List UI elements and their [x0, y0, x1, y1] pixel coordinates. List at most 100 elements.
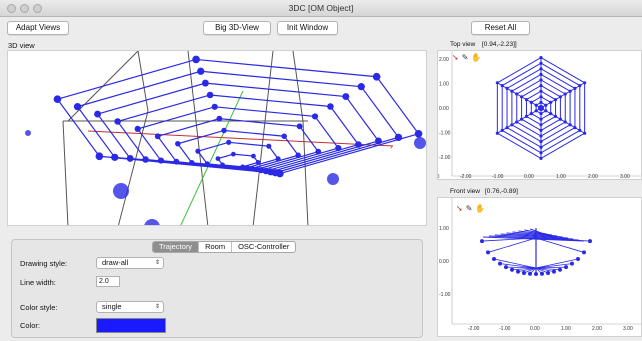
front-view-fan-line [535, 237, 591, 242]
x-tick-label: 3.00 [620, 174, 630, 180]
big-3d-view-button[interactable]: Big 3D-View [203, 21, 271, 35]
tab-box: Trajectory Room OSC-Controller Drawing s… [11, 239, 423, 338]
toolbar: Adapt Views Big 3D-View Init Window Rese… [0, 17, 642, 38]
trajectory-point [192, 55, 200, 64]
front-view-fan-line [493, 258, 537, 269]
trajectory-point-large [144, 219, 160, 225]
color-style-select[interactable]: single ⇕ [96, 301, 164, 313]
top-view-plot: 2.00 1.00 0.00 -1.00 -2.00 -3.00 -2.00 -1.00 0.0… [438, 51, 641, 180]
front-view-panel[interactable]: ➘✎✋ 1.00 0.00 -1.00 -2.00 -1.00 0.00 1.00 2.00 3… [437, 197, 642, 337]
line-width-input[interactable]: 2.0 [96, 276, 120, 287]
top-view-panel[interactable]: ➘✎✋ 2.00 1.00 0.00 -1.00 -2.00 -3.00 -2.00 -1.0… [437, 50, 642, 180]
top-view-label: Top view [450, 41, 476, 48]
front-view-fan-line [523, 267, 537, 274]
pointer-icon[interactable]: ➘ [452, 53, 462, 62]
trajectory-point [197, 67, 205, 75]
reset-all-button[interactable]: Reset All [471, 21, 530, 35]
y-tick-label: 1.00 [439, 82, 449, 88]
adapt-views-button[interactable]: Adapt Views [7, 21, 69, 35]
front-view-line [518, 230, 553, 236]
trajectory-point [154, 133, 161, 140]
init-window-button[interactable]: Init Window [277, 21, 338, 35]
close-window-button[interactable] [7, 4, 16, 13]
trajectory-point [201, 79, 209, 87]
room-wireframe-line [62, 120, 69, 225]
front-view-fan-line [535, 267, 549, 274]
top-view-spoke [540, 107, 585, 134]
x-axis-arrow: › [390, 142, 393, 151]
top-view-coords: [0.94,-2.23]] [482, 41, 517, 48]
trajectory-ring [156, 118, 320, 170]
view3d-canvas[interactable]: › [7, 50, 427, 226]
drawing-style-value: draw-all [102, 258, 129, 267]
tab-trajectory[interactable]: Trajectory [153, 242, 200, 252]
trajectory-point [215, 156, 221, 161]
y-tick-label: -2.00 [439, 155, 451, 161]
front-view-coords: [0.76,-0.89] [485, 188, 518, 195]
front-view-line [512, 231, 558, 237]
x-tick-label: 1.00 [556, 174, 566, 180]
front-view-fan-line [487, 237, 537, 253]
minimize-window-button[interactable] [20, 4, 29, 13]
select-arrows-icon: ⇕ [154, 260, 160, 266]
trajectory-point-large [414, 137, 426, 149]
front-view-line [506, 232, 563, 238]
trajectory-point [221, 127, 227, 134]
room-wireframe-line [118, 110, 149, 225]
front-view-fan-line [517, 267, 537, 273]
trajectory-point [276, 169, 284, 178]
front-view-line [494, 234, 574, 240]
trajectory-point [414, 129, 423, 138]
x-tick-label: 0.00 [524, 174, 534, 180]
trajectory-point [175, 140, 181, 147]
pointer-icon[interactable]: ➘ [456, 204, 466, 213]
y-tick-label: 1.00 [439, 226, 449, 232]
y-tick-label: -1.00 [439, 292, 451, 298]
x-tick-label: -1.00 [492, 174, 504, 180]
trajectory-point-large [113, 183, 129, 199]
front-view-fan-line [535, 266, 567, 269]
x-tick-label: 0.00 [530, 326, 540, 332]
top-view-center-point [538, 105, 544, 111]
tab-bar: Trajectory Room OSC-Controller [152, 241, 297, 253]
front-view-point [510, 267, 514, 272]
pen-icon[interactable]: ✎ [461, 53, 472, 62]
zoom-window-button[interactable] [33, 4, 42, 13]
front-view-fan-line [511, 267, 537, 271]
hand-icon[interactable]: ✋ [471, 53, 485, 62]
tab-room[interactable]: Room [199, 242, 233, 252]
x-tick-label: -1.00 [499, 326, 511, 332]
color-style-value: single [102, 302, 122, 311]
select-arrows-icon: ⇕ [154, 304, 160, 310]
front-view-tools: ➘✎✋ [456, 204, 488, 213]
room-wireframe-line [302, 120, 309, 225]
x-tick-label: 1.00 [561, 326, 571, 332]
view3d-label: 3D view [8, 41, 35, 50]
trajectory-point [53, 95, 62, 104]
drawing-style-select[interactable]: draw-all ⇕ [96, 257, 164, 269]
top-view-spoke [497, 82, 542, 109]
front-view-fan-line [529, 267, 537, 275]
color-swatch[interactable] [96, 318, 166, 333]
trajectory-point [266, 143, 272, 149]
trajectory-point [211, 103, 218, 110]
trajectory-point [73, 102, 82, 111]
x-tick-label: -3.00 [438, 174, 440, 180]
trajectory-point [327, 103, 334, 110]
trajectory-point [251, 153, 256, 159]
top-view-spoke [540, 82, 585, 109]
hand-icon[interactable]: ✋ [475, 204, 489, 213]
front-view-fan-line [535, 267, 543, 275]
trajectory-point [296, 123, 303, 130]
tab-osc-controller[interactable]: OSC-Controller [238, 242, 290, 251]
trajectory-point [195, 148, 201, 154]
room-wireframe-line [137, 51, 149, 112]
top-view-spoke [497, 107, 542, 134]
x-axis-line [87, 130, 394, 147]
pen-icon[interactable]: ✎ [465, 204, 476, 213]
y-tick-label: -1.00 [439, 130, 451, 136]
front-view-plot: 1.00 0.00 -1.00 -2.00 -1.00 0.00 1.00 2.00 3.00 [439, 198, 641, 332]
x-tick-label: -2.00 [460, 174, 472, 180]
trajectory-point [114, 118, 121, 125]
x-tick-label: -2.00 [468, 326, 480, 332]
